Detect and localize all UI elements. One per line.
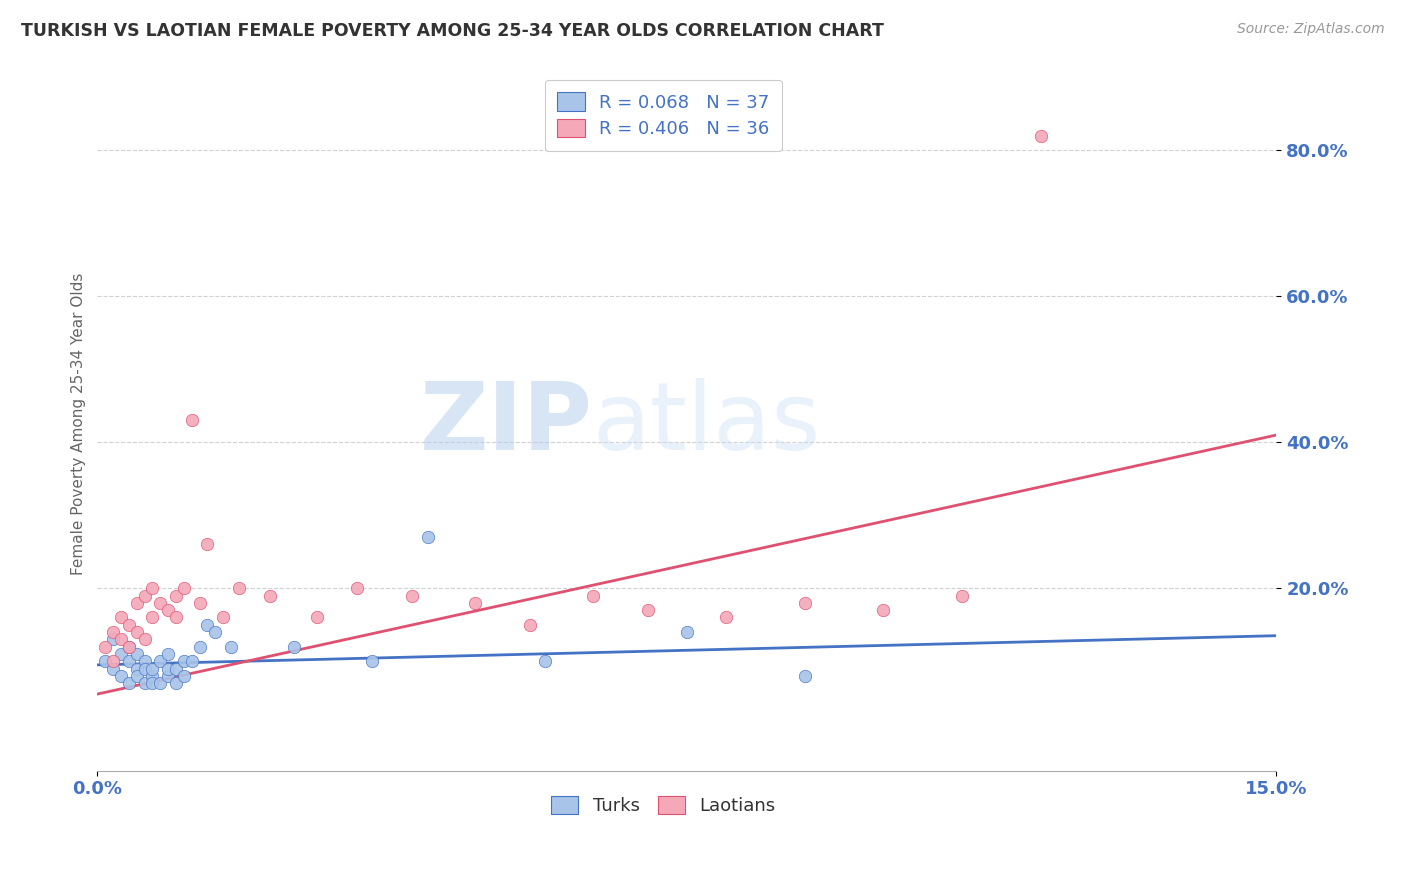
Point	[212, 610, 235, 624]
Y-axis label: Female Poverty Among 25-34 Year Olds: Female Poverty Among 25-34 Year Olds	[72, 273, 86, 575]
Point	[464, 596, 486, 610]
Point	[94, 654, 117, 668]
Point	[173, 669, 195, 683]
Point	[101, 654, 124, 668]
Point	[283, 640, 305, 654]
Point	[118, 617, 141, 632]
Point	[228, 581, 250, 595]
Point	[716, 610, 738, 624]
Point	[637, 603, 659, 617]
Point	[401, 589, 423, 603]
Point	[141, 661, 163, 675]
Point	[125, 669, 148, 683]
Point	[110, 647, 132, 661]
Point	[416, 530, 439, 544]
Point	[141, 610, 163, 624]
Point	[149, 676, 172, 690]
Point	[197, 537, 219, 551]
Point	[676, 625, 699, 640]
Point	[134, 654, 156, 668]
Point	[94, 640, 117, 654]
Point	[141, 676, 163, 690]
Point	[219, 640, 242, 654]
Text: Source: ZipAtlas.com: Source: ZipAtlas.com	[1237, 22, 1385, 37]
Point	[180, 654, 202, 668]
Point	[101, 632, 124, 647]
Point	[110, 610, 132, 624]
Point	[188, 596, 211, 610]
Point	[173, 654, 195, 668]
Text: TURKISH VS LAOTIAN FEMALE POVERTY AMONG 25-34 YEAR OLDS CORRELATION CHART: TURKISH VS LAOTIAN FEMALE POVERTY AMONG …	[21, 22, 884, 40]
Text: atlas: atlas	[592, 378, 821, 470]
Point	[110, 669, 132, 683]
Point	[307, 610, 329, 624]
Point	[188, 640, 211, 654]
Point	[149, 596, 172, 610]
Point	[134, 661, 156, 675]
Text: ZIP: ZIP	[420, 378, 592, 470]
Point	[361, 654, 384, 668]
Point	[134, 632, 156, 647]
Point	[110, 632, 132, 647]
Point	[125, 625, 148, 640]
Point	[118, 640, 141, 654]
Point	[950, 589, 973, 603]
Point	[125, 596, 148, 610]
Point	[101, 661, 124, 675]
Point	[125, 661, 148, 675]
Point	[157, 647, 180, 661]
Point	[346, 581, 368, 595]
Point	[165, 661, 187, 675]
Point	[519, 617, 541, 632]
Point	[118, 676, 141, 690]
Point	[197, 617, 219, 632]
Point	[118, 640, 141, 654]
Point	[141, 581, 163, 595]
Point	[101, 625, 124, 640]
Point	[125, 647, 148, 661]
Point	[581, 589, 603, 603]
Point	[793, 669, 815, 683]
Point	[157, 603, 180, 617]
Point	[157, 669, 180, 683]
Point	[134, 589, 156, 603]
Point	[1029, 128, 1052, 143]
Point	[149, 654, 172, 668]
Point	[872, 603, 894, 617]
Point	[157, 661, 180, 675]
Point	[204, 625, 226, 640]
Point	[165, 676, 187, 690]
Point	[134, 676, 156, 690]
Point	[534, 654, 557, 668]
Point	[118, 654, 141, 668]
Point	[793, 596, 815, 610]
Point	[141, 669, 163, 683]
Point	[173, 581, 195, 595]
Point	[165, 610, 187, 624]
Point	[259, 589, 281, 603]
Point	[180, 413, 202, 427]
Legend: Turks, Laotians: Turks, Laotians	[543, 787, 785, 824]
Point	[165, 589, 187, 603]
